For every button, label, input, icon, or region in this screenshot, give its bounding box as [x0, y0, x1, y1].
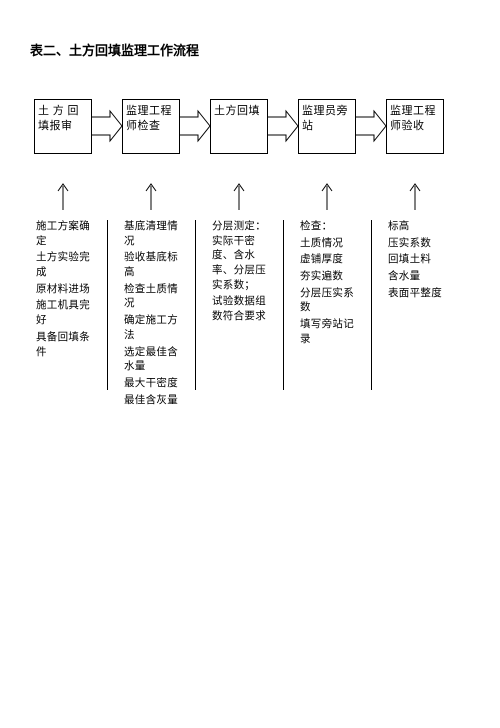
- note-item: 具备回填条件: [36, 331, 90, 360]
- arrow-right-1: [92, 99, 122, 154]
- note-item: 回填土料: [388, 253, 442, 268]
- note-item: 表面平整度: [388, 287, 442, 302]
- note-col-5: 标高压实系数回填土料含水量表面平整度: [386, 220, 444, 410]
- arrow-up-5: [386, 182, 444, 210]
- divider-2: [195, 220, 196, 390]
- note-item: 施工方案确定: [36, 220, 90, 249]
- arrow-up-3: [210, 182, 268, 210]
- note-item: 选定最佳含水量: [124, 346, 178, 375]
- arrow-right-3: [268, 99, 298, 154]
- note-item: 土方实验完成: [36, 251, 90, 280]
- note-col-2: 基底清理情况验收基底标高检查土质情况确定施工方法选定最佳含水量最大干密度最佳含灰…: [122, 220, 180, 410]
- diagram-title: 表二、土方回填监理工作流程: [30, 40, 470, 59]
- note-col-4: 检查： 土质情况虚铺厚度夯实遍数分层压实系数填写旁站记录: [298, 220, 356, 410]
- flow-row: 土 方 回填报审 监理工程师检查 土方回填 监理员旁站 监理工程师验收: [34, 99, 470, 154]
- note-item: 压实系数: [388, 237, 442, 252]
- note-item: 标高: [388, 220, 442, 235]
- notes-row: 施工方案确定土方实验完成原材料进场施工机具完好具备回填条件 基底清理情况验收基底…: [34, 220, 470, 410]
- divider-3: [283, 220, 284, 390]
- arrow-up-2: [122, 182, 180, 210]
- note-col-1: 施工方案确定土方实验完成原材料进场施工机具完好具备回填条件: [34, 220, 92, 410]
- note-item: 分层测定：实际干密度、含水率、分层压实系数；: [212, 220, 266, 293]
- flow-box-1: 土 方 回填报审: [34, 99, 92, 154]
- divider-1: [107, 220, 108, 390]
- note-item: 施工机具完好: [36, 299, 90, 328]
- note-item: 检查土质情况: [124, 283, 178, 312]
- note-item: 试验数据组数符合要求: [212, 295, 266, 324]
- note-item: 填写旁站记录: [300, 318, 354, 347]
- note-item: 基底清理情况: [124, 220, 178, 249]
- note-item: 检查：: [300, 220, 354, 235]
- flow-box-3: 土方回填: [210, 99, 268, 154]
- note-item: 含水量: [388, 270, 442, 285]
- flow-box-5: 监理工程师验收: [386, 99, 444, 154]
- note-item: 分层压实系数: [300, 287, 354, 316]
- note-item: 原材料进场: [36, 283, 90, 298]
- note-item: 确定施工方法: [124, 314, 178, 343]
- arrow-right-4: [356, 99, 386, 154]
- note-item: 验收基底标高: [124, 251, 178, 280]
- flow-box-2: 监理工程师检查: [122, 99, 180, 154]
- arrow-up-1: [34, 182, 92, 210]
- arrow-up-row: [34, 182, 470, 210]
- arrow-up-4: [298, 182, 356, 210]
- flow-box-4: 监理员旁站: [298, 99, 356, 154]
- note-item: 虚铺厚度: [300, 253, 354, 268]
- note-item: 夯实遍数: [300, 270, 354, 285]
- note-item: 土质情况: [300, 237, 354, 252]
- note-item: 最佳含灰量: [124, 394, 178, 409]
- note-item: 最大干密度: [124, 377, 178, 392]
- note-col-3: 分层测定：实际干密度、含水率、分层压实系数；试验数据组数符合要求: [210, 220, 268, 410]
- arrow-right-2: [180, 99, 210, 154]
- page: 表二、土方回填监理工作流程 土 方 回填报审 监理工程师检查 土方回填 监理员旁…: [0, 0, 500, 410]
- divider-4: [371, 220, 372, 390]
